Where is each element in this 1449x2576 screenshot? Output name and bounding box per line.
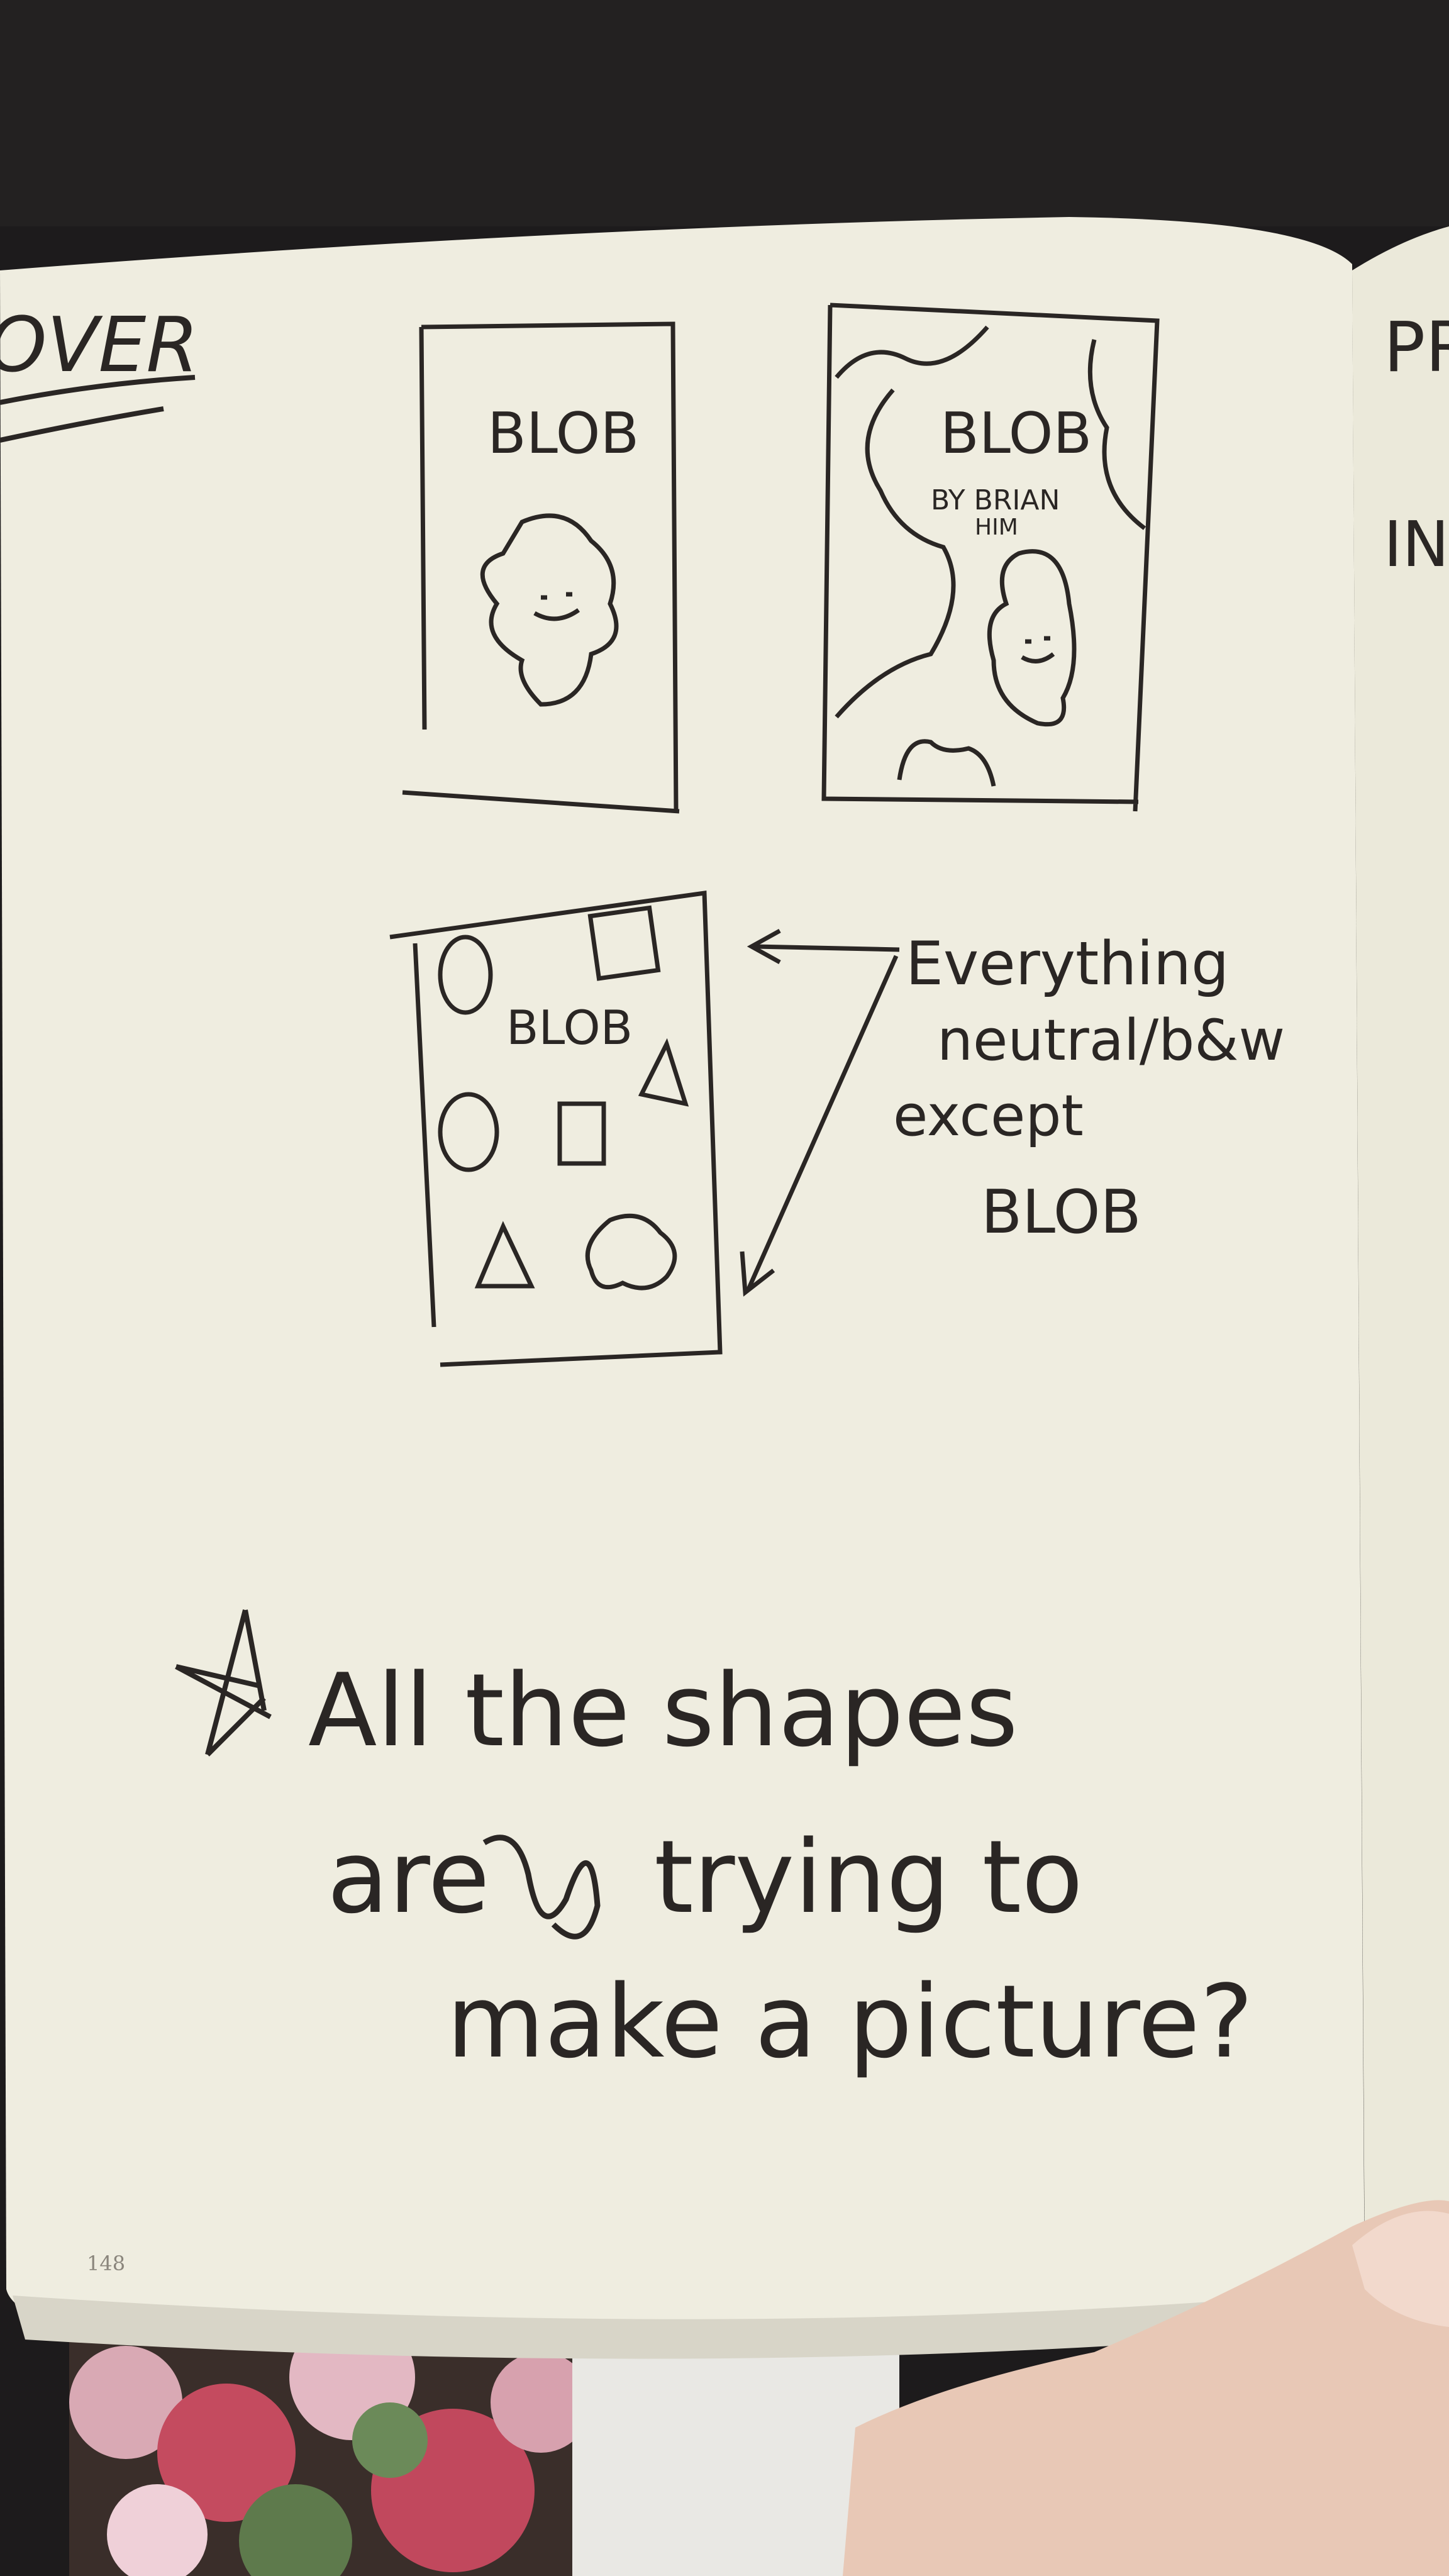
sketch-cover-2-byline: BY BRIAN	[931, 484, 1060, 516]
rect-shape-1	[557, 1101, 606, 1166]
header-underline	[0, 375, 196, 443]
annotation-line-4: BLOB	[981, 1178, 1141, 1247]
sketch-cover-2-title: BLOB	[940, 401, 1092, 467]
right-page	[1352, 226, 1449, 2264]
annotation-line-2: neutral/b&w	[937, 1008, 1285, 1074]
sketch-cover-3	[389, 890, 723, 1367]
sketch-cover-1	[402, 321, 680, 814]
note-line-3: make a picture?	[447, 1963, 1253, 2080]
right-page-text-2: IN	[1384, 508, 1449, 581]
circle-shape-2	[438, 1092, 499, 1172]
sketch-cover-1-title: BLOB	[487, 401, 639, 467]
header-partial: OVER	[0, 302, 199, 389]
star-icon	[175, 1609, 272, 1757]
blob-tall	[987, 549, 1077, 727]
background-top-shadow	[0, 0, 1449, 226]
notebook-page	[0, 217, 1365, 2336]
square-shape-1	[587, 905, 661, 981]
right-page-text-1: PR	[1384, 307, 1449, 387]
triangle-shape-2	[474, 1221, 535, 1289]
note-line-1: All the shapes	[308, 1652, 1018, 1769]
scribble-out	[482, 1835, 601, 1940]
blob-shape-small	[585, 1213, 677, 1291]
note-line-2b: trying to	[654, 1818, 1083, 1936]
sketch-cover-2-byline2: HIM	[975, 514, 1018, 540]
triangle-shape-1	[638, 1038, 689, 1107]
arrow-lines	[740, 928, 900, 1297]
sketch-cover-3-title: BLOB	[506, 1000, 633, 1055]
thumbnail	[1352, 2211, 1449, 2327]
annotation-line-1: Everything	[906, 930, 1229, 999]
page-number: 148	[87, 2251, 125, 2275]
white-paper-bottom	[572, 2327, 899, 2576]
note-line-2: are	[327, 1818, 490, 1936]
blob-shape	[480, 513, 619, 707]
sketch-cover-2	[821, 303, 1160, 812]
circle-shape-1	[438, 935, 493, 1015]
annotation-line-3: except	[893, 1083, 1084, 1149]
hand	[843, 2200, 1449, 2576]
